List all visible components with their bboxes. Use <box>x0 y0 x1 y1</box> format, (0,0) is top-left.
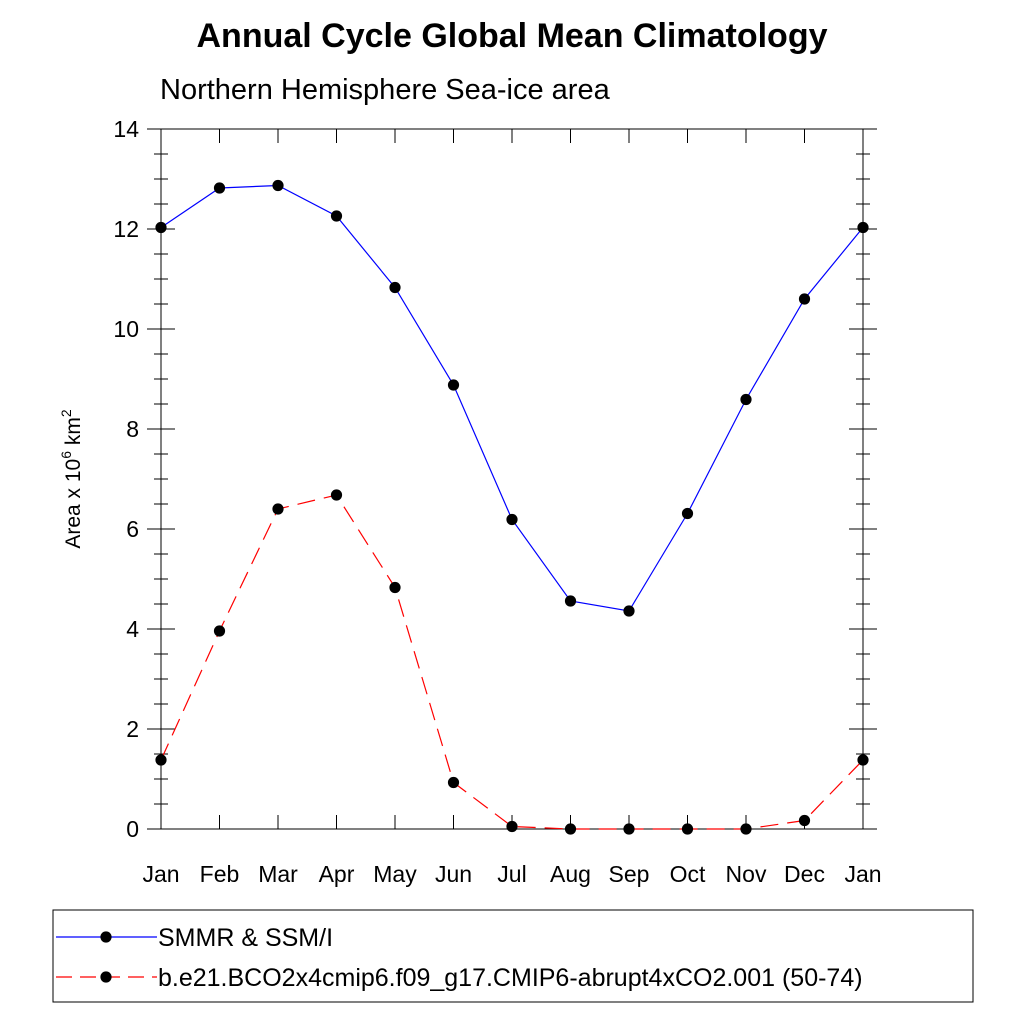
y-tick-label: 12 <box>113 216 139 242</box>
series-line <box>160 184 864 612</box>
y-tick-label: 0 <box>126 816 139 842</box>
data-point <box>564 823 577 835</box>
data-point <box>213 182 226 194</box>
data-point <box>155 754 167 766</box>
legend-box <box>52 909 974 1003</box>
legend-entries: SMMR & SSM/I b.e21.BCO2x4cmip6.f09_g17.CM… <box>56 924 863 992</box>
data-point <box>155 221 167 234</box>
x-tick-label: Jan <box>142 861 179 887</box>
x-tick-label: Dec <box>784 861 825 887</box>
legend-label: SMMR & SSM/I <box>158 924 333 952</box>
legend-item-1: SMMR & SSM/I <box>56 924 333 952</box>
data-point <box>506 820 518 833</box>
x-tick-label: Jul <box>497 861 526 887</box>
x-tick-label: Oct <box>670 861 706 887</box>
x-tick-label: Jun <box>435 861 472 887</box>
data-point <box>564 595 577 607</box>
data-point <box>447 776 460 789</box>
y-tick-label: 8 <box>126 416 139 442</box>
data-point <box>272 503 284 515</box>
data-point <box>740 823 752 835</box>
data-point <box>681 507 694 520</box>
data-point <box>272 179 284 192</box>
y-axis-label-prefix: Area x 10 <box>62 459 85 549</box>
x-tick-label: Feb <box>200 861 240 887</box>
data-point <box>623 605 635 617</box>
x-tick-label: Aug <box>550 861 591 887</box>
series-group <box>155 179 869 835</box>
data-point <box>857 754 869 766</box>
y-tick-label: 10 <box>113 316 139 342</box>
y-axis-label-unit: km <box>62 417 85 451</box>
y-axis-label-exponent: 6 <box>58 451 74 459</box>
data-point <box>330 210 343 222</box>
y-tick-label: 14 <box>113 116 139 142</box>
x-tick-label: Sep <box>609 861 650 887</box>
axes: 0 2 4 6 8 10 12 14 Jan Feb Mar Apr May Jun Jul Aug Sep Oc… <box>113 116 881 887</box>
legend-label: b.e21.BCO2x4cmip6.f09_g17.CMIP6-abrupt4x… <box>158 964 863 992</box>
y-tick-label: 6 <box>126 516 139 542</box>
data-point <box>681 823 694 835</box>
chart-subtitle: Northern Hemisphere Sea-ice area <box>160 74 611 106</box>
series-1 <box>155 179 869 617</box>
x-tick-label: Apr <box>319 861 355 887</box>
data-point <box>740 393 752 406</box>
data-point <box>389 281 401 294</box>
legend-item-2: b.e21.BCO2x4cmip6.f09_g17.CMIP6-abrupt4x… <box>56 964 863 992</box>
legend-marker <box>100 931 112 943</box>
legend-marker <box>100 971 112 983</box>
x-tick-label: Jan <box>844 861 881 887</box>
series-line <box>160 494 864 830</box>
legend: SMMR & SSM/I b.e21.BCO2x4cmip6.f09_g17.CM… <box>52 909 974 1003</box>
x-tick-label: May <box>373 861 417 887</box>
chart-title: Annual Cycle Global Mean Climatology <box>197 17 828 55</box>
series-2 <box>155 489 869 835</box>
data-point <box>506 513 518 526</box>
data-point <box>798 293 811 305</box>
y-axis-label: Area x 106 km2 <box>58 409 85 549</box>
data-point <box>447 379 460 391</box>
data-point <box>857 221 869 234</box>
data-point <box>330 489 343 501</box>
x-tick-label: Mar <box>258 861 298 887</box>
data-point <box>213 625 226 637</box>
x-tick-label: Nov <box>726 861 767 887</box>
y-tick-label: 2 <box>126 716 139 742</box>
data-point <box>798 814 811 827</box>
y-axis-label-unit-exponent: 2 <box>58 409 74 417</box>
y-tick-label: 4 <box>126 616 139 642</box>
data-point <box>623 823 635 835</box>
data-point <box>389 581 401 594</box>
plot-frame <box>160 128 864 830</box>
